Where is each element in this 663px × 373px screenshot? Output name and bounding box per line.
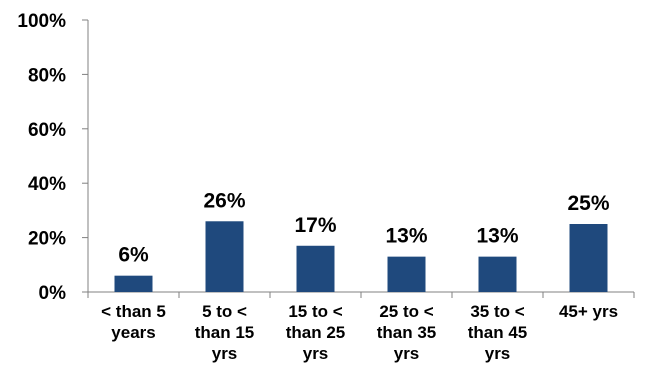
- axes: [87, 20, 635, 298]
- bar: [114, 275, 153, 292]
- bar: [296, 245, 335, 292]
- y-tick-label: 60%: [28, 120, 66, 141]
- bars: [114, 221, 608, 292]
- category-label-line: 45+ yrs: [559, 302, 618, 321]
- x-axis-categories: < than 5 years 5 to < than 15 yrs 15 to < than…: [101, 302, 618, 363]
- y-axis-ticks: 0% 20% 40% 60% 80% 100%: [17, 11, 88, 304]
- bar: [569, 224, 608, 292]
- y-tick-label: 80%: [28, 65, 66, 86]
- data-label: 13%: [476, 225, 518, 248]
- data-label: 17%: [294, 214, 336, 237]
- category-label-line: years: [111, 323, 155, 342]
- category-label: < than 5 years: [101, 302, 166, 342]
- category-label-line: 15 to <: [288, 302, 342, 321]
- y-tick-label: 40%: [28, 174, 66, 195]
- category-label-line: < than 5: [101, 302, 166, 321]
- category-label: 45+ yrs: [559, 302, 618, 321]
- category-label-line: 5 to <: [202, 302, 247, 321]
- category-label-line: than 15: [195, 323, 255, 342]
- category-label-line: than 35: [377, 323, 437, 342]
- bar: [205, 221, 244, 292]
- category-label: 25 to < than 35 yrs: [377, 302, 437, 363]
- category-label-line: than 25: [286, 323, 346, 342]
- category-label: 35 to < than 45 yrs: [468, 302, 528, 363]
- category-label-line: yrs: [303, 344, 329, 363]
- bar: [387, 256, 426, 292]
- category-label-line: 25 to <: [379, 302, 433, 321]
- bar: [478, 256, 517, 292]
- data-label: 26%: [203, 189, 245, 212]
- category-label: 15 to < than 25 yrs: [286, 302, 346, 363]
- data-label: 13%: [385, 225, 427, 248]
- y-tick-label: 20%: [28, 229, 66, 250]
- category-label-line: yrs: [394, 344, 420, 363]
- data-label: 25%: [567, 192, 609, 215]
- data-labels: 6% 26% 17% 13% 13% 25%: [118, 189, 610, 266]
- category-label-line: yrs: [212, 344, 238, 363]
- category-label: 5 to < than 15 yrs: [195, 302, 255, 363]
- y-tick-label: 100%: [17, 11, 66, 32]
- category-label-line: yrs: [485, 344, 511, 363]
- data-label: 6%: [118, 244, 149, 267]
- y-tick-label: 0%: [39, 283, 67, 304]
- category-label-line: 35 to <: [470, 302, 524, 321]
- category-label-line: than 45: [468, 323, 528, 342]
